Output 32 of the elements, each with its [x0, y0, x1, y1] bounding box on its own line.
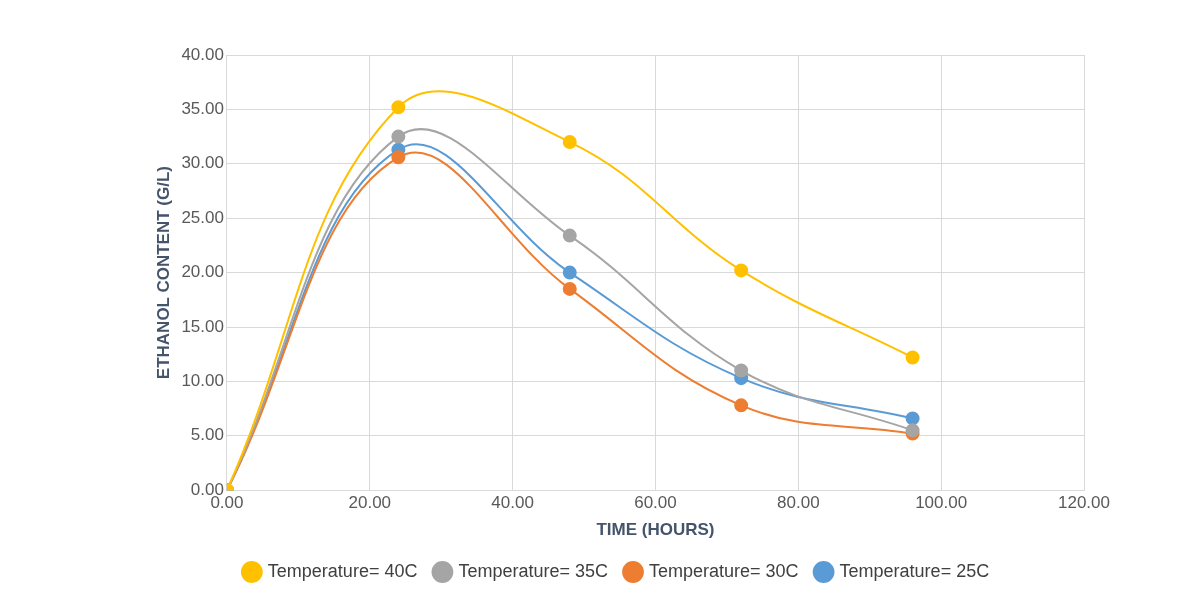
- point: [734, 398, 749, 413]
- point: [562, 281, 577, 296]
- y-tick-label: 35.00: [181, 99, 224, 119]
- point: [391, 100, 406, 115]
- legend-label: Temperature= 40C: [267, 560, 418, 581]
- y-tick-label: 15.00: [181, 316, 224, 336]
- point: [562, 135, 577, 150]
- x-axis-title: TIME (HOURS): [596, 520, 715, 540]
- y-tick-label: 40.00: [181, 44, 224, 64]
- point: [391, 129, 406, 144]
- point: [734, 263, 749, 278]
- point: [562, 265, 577, 280]
- x-tick-label: 100.00: [915, 493, 968, 513]
- point: [391, 150, 406, 165]
- point: [562, 228, 577, 243]
- y-axis-title: ETHANOL CONTENT (G/L): [153, 166, 173, 380]
- point: [905, 350, 920, 365]
- legend-label: Temperature= 30C: [649, 560, 799, 581]
- x-tick-label: 60.00: [634, 493, 677, 513]
- y-tick-label: 20.00: [181, 262, 224, 282]
- x-tick-label: 20.00: [348, 493, 392, 513]
- legend-label: Temperature= 25C: [839, 560, 990, 581]
- x-tick-label: 120.00: [1058, 493, 1110, 513]
- legend-label: Temperature= 35C: [458, 560, 609, 581]
- x-tick-label: 80.00: [777, 493, 820, 513]
- y-tick-label: 25.00: [181, 207, 224, 227]
- x-tick-label: 40.00: [491, 493, 534, 513]
- y-tick-label: 10.00: [181, 371, 224, 391]
- y-tick-label: 30.00: [181, 153, 224, 173]
- point: [734, 363, 749, 378]
- y-tick-label: 5.00: [190, 425, 224, 445]
- point: [905, 411, 920, 426]
